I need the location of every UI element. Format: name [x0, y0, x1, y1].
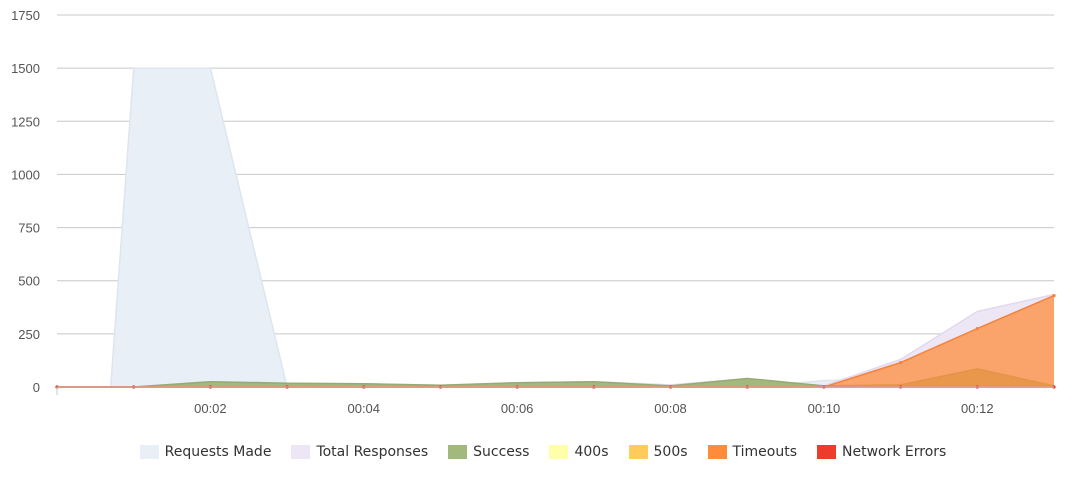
area-requests-made [57, 68, 1054, 387]
y-tick-label-1000: 1000 [11, 167, 40, 182]
area-chart: 0 250 500 750 1000 1250 1500 1750 00:02 00:04 00:0… [11, 8, 1056, 416]
legend-item-400s[interactable]: 400s [549, 444, 609, 460]
x-tick-label-00-04: 00:04 [347, 401, 380, 416]
legend-label-500s: 500s [653, 444, 688, 460]
legend-label-timeouts: Timeouts [732, 444, 797, 460]
legend-label-400s: 400s [574, 444, 609, 460]
legend-swatch-500s [628, 445, 648, 459]
legend-swatch-timeouts [707, 445, 727, 459]
point-timeouts [899, 360, 903, 365]
y-tick-label-1750: 1750 [11, 8, 40, 23]
legend-item-timeouts[interactable]: Timeouts [707, 444, 797, 460]
x-tick-label-00-08: 00:08 [654, 401, 687, 416]
legend-item-network-errors[interactable]: Network Errors [817, 444, 946, 460]
x-tick-label-00-02: 00:02 [194, 401, 227, 416]
y-tick-label-1500: 1500 [11, 61, 40, 76]
point-timeouts [975, 326, 979, 331]
series-areas [55, 67, 1056, 389]
legend-item-total-responses[interactable]: Total Responses [291, 444, 428, 460]
legend-item-requests-made[interactable]: Requests Made [139, 444, 272, 460]
legend-label-total-responses: Total Responses [316, 444, 429, 460]
legend: Requests Made Total Responses Success 40… [0, 444, 1086, 460]
legend-swatch-400s [549, 445, 569, 459]
x-tick-label-00-10: 00:10 [808, 401, 841, 416]
y-tick-label-250: 250 [18, 327, 40, 342]
area-timeouts [57, 295, 1054, 387]
legend-label-network-errors: Network Errors [842, 444, 947, 460]
y-tick-label-500: 500 [18, 274, 40, 289]
y-tick-label-0: 0 [33, 380, 40, 395]
point-timeouts [1052, 293, 1056, 298]
legend-label-success: Success [473, 444, 530, 460]
legend-swatch-success [448, 445, 468, 459]
x-tick-label-00-06: 00:06 [501, 401, 534, 416]
legend-item-500s[interactable]: 500s [628, 444, 688, 460]
axes: 0 250 500 750 1000 1250 1500 1750 00:02 00:04 00:0… [11, 8, 1054, 416]
y-tick-label-750: 750 [18, 221, 40, 236]
legend-swatch-total-responses [291, 445, 311, 459]
y-tick-label-1250: 1250 [11, 114, 40, 129]
legend-swatch-network-errors [817, 445, 836, 459]
legend-swatch-requests-made [139, 445, 159, 459]
x-tick-label-00-12: 00:12 [961, 401, 994, 416]
legend-item-success[interactable]: Success [448, 444, 529, 460]
legend-label-requests-made: Requests Made [164, 444, 272, 460]
